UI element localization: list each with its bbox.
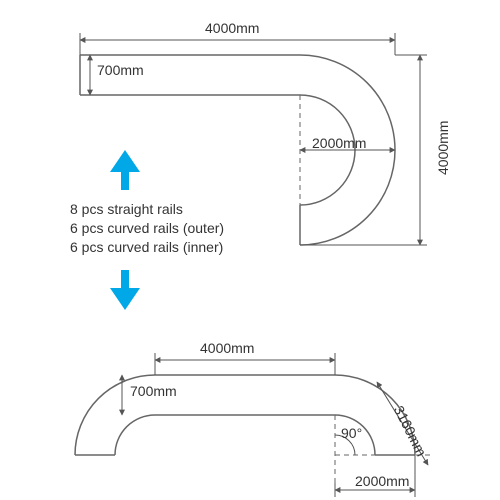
note-line: 6 pcs curved rails (outer) [70, 219, 224, 238]
dim-top-radius: 2000mm [312, 135, 366, 151]
dim-bot-thick: 700mm [130, 383, 177, 399]
parts-note: 8 pcs straight rails 6 pcs curved rails … [70, 200, 224, 257]
dim-top-thick: 700mm [97, 62, 144, 78]
note-line: 8 pcs straight rails [70, 200, 224, 219]
arrow-down-icon [110, 270, 140, 310]
dim-bot-width: 4000mm [200, 340, 254, 356]
note-line: 6 pcs curved rails (inner) [70, 238, 224, 257]
technical-drawing: { "colors":{ "stroke":"#666666", "dim":"… [0, 0, 500, 500]
dim-top-width: 4000mm [205, 20, 259, 36]
dim-bot-radius: 2000mm [355, 473, 409, 489]
dim-bot-angle: 90° [341, 425, 362, 441]
dim-top-height: 4000mm [435, 121, 451, 175]
arrow-up-icon [110, 150, 140, 190]
